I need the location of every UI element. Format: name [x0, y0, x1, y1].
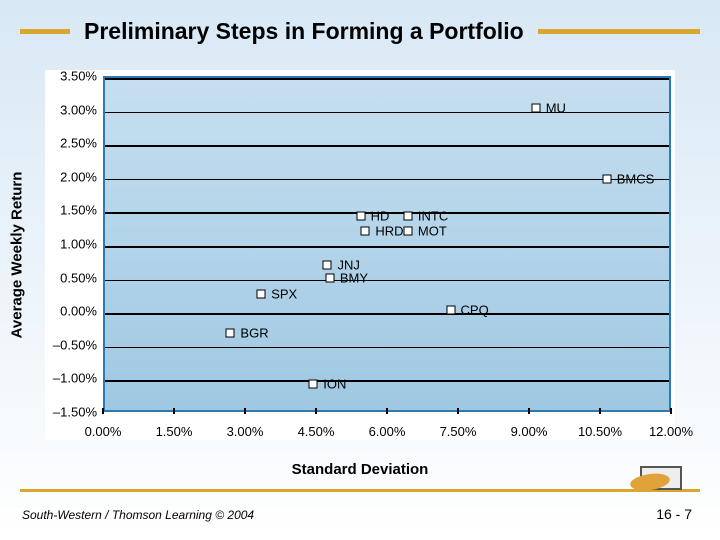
title-row: Preliminary Steps in Forming a Portfolio [0, 0, 720, 55]
data-point-label: CPQ [461, 302, 489, 317]
gridline [105, 179, 669, 181]
gridline [105, 246, 669, 248]
title-accent-left [20, 29, 70, 34]
x-tick-mark [457, 408, 459, 414]
corner-decoration [630, 464, 692, 500]
footer-page-number: 16 - 7 [656, 506, 692, 522]
data-point [602, 174, 611, 183]
y-tick-label: 2.50% [60, 136, 103, 151]
data-point [226, 329, 235, 338]
x-tick-mark [244, 408, 246, 414]
x-tick-label: 6.00% [369, 424, 406, 439]
y-tick-label: –0.50% [53, 337, 103, 352]
y-tick-label: 0.00% [60, 304, 103, 319]
y-tick-label: 3.50% [60, 69, 103, 84]
x-tick-mark [670, 408, 672, 414]
y-tick-label: –1.00% [53, 371, 103, 386]
x-tick-mark [315, 408, 317, 414]
page-title: Preliminary Steps in Forming a Portfolio [70, 18, 538, 45]
data-point [531, 104, 540, 113]
gridline [105, 347, 669, 349]
x-tick-label: 12.00% [649, 424, 693, 439]
x-tick-label: 10.50% [578, 424, 622, 439]
x-tick-label: 7.50% [440, 424, 477, 439]
y-tick-label: 3.00% [60, 102, 103, 117]
footer-rule [20, 489, 700, 492]
data-point [446, 305, 455, 314]
data-point [403, 227, 412, 236]
x-tick-mark [599, 408, 601, 414]
data-point-label: BGR [240, 326, 268, 341]
y-tick-label: –1.50% [53, 405, 103, 420]
x-tick-mark [386, 408, 388, 414]
gridline [105, 313, 669, 315]
scatter-plot: MUBMCSHDINTCHRDMOTJNJBMYSPXCPQBGRION [103, 76, 671, 412]
data-point-label: MU [546, 101, 566, 116]
gridline [105, 112, 669, 114]
data-point-label: MOT [418, 224, 447, 239]
data-point [323, 260, 332, 269]
y-tick-label: 2.00% [60, 169, 103, 184]
gridline [105, 280, 669, 282]
x-axis-label: Standard Deviation [292, 461, 429, 478]
data-point-label: SPX [271, 287, 297, 302]
data-point [356, 211, 365, 220]
data-point-label: BMY [340, 271, 368, 286]
x-tick-mark [102, 408, 104, 414]
x-tick-label: 0.00% [85, 424, 122, 439]
data-point [257, 290, 266, 299]
x-tick-label: 4.50% [298, 424, 335, 439]
gridline [105, 145, 669, 147]
y-axis-label: Average Weekly Return [9, 172, 26, 339]
x-tick-label: 3.00% [227, 424, 264, 439]
x-tick-mark [173, 408, 175, 414]
data-point-label: BMCS [617, 171, 655, 186]
data-point [325, 274, 334, 283]
gridline [105, 78, 669, 80]
data-point [309, 380, 318, 389]
data-point [403, 211, 412, 220]
data-point-label: ION [323, 377, 346, 392]
footer-copyright: South-Western / Thomson Learning © 2004 [22, 508, 254, 522]
x-tick-label: 1.50% [156, 424, 193, 439]
data-point-label: INTC [418, 208, 448, 223]
data-point-label: HRD [375, 223, 403, 238]
data-point [361, 226, 370, 235]
gridline [105, 380, 669, 382]
chart-container: Average Weekly Return MUBMCSHDINTCHRDMOT… [45, 70, 675, 440]
x-tick-label: 9.00% [511, 424, 548, 439]
x-tick-mark [528, 408, 530, 414]
title-accent-right [538, 29, 700, 34]
y-tick-label: 1.50% [60, 203, 103, 218]
data-point-label: HD [371, 208, 390, 223]
y-tick-label: 1.00% [60, 237, 103, 252]
y-tick-label: 0.50% [60, 270, 103, 285]
